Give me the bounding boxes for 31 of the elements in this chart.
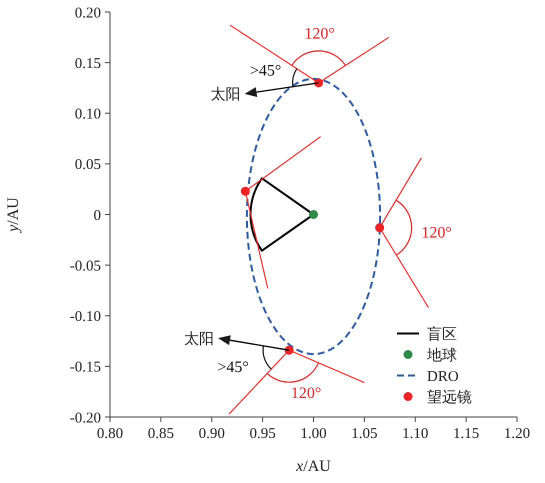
y-tick-label: 0.15 [74, 56, 101, 72]
x-tick-label: 1.00 [300, 426, 327, 442]
x-tick-label: 0.90 [198, 426, 225, 442]
y-tick-label: -0.05 [70, 258, 101, 274]
annotation: >45° [217, 358, 249, 376]
x-tick-label: 0.80 [96, 426, 124, 442]
y-tick-label: 0 [94, 208, 101, 224]
legend-label: DRO [427, 368, 459, 385]
x-tick-label: 1.10 [402, 426, 428, 442]
annotation: 120° [304, 25, 335, 42]
y-axis-title: y/AU [5, 196, 22, 234]
legend-label: 盲区 [427, 326, 457, 343]
y-tick-label: 0.20 [74, 5, 101, 22]
y-tick-label: 0.05 [74, 157, 101, 174]
annotation: >45° [250, 62, 282, 80]
x-tick-label: 1.15 [453, 426, 480, 442]
y-tick-label: -0.15 [70, 360, 101, 376]
annotation: 120° [290, 384, 322, 402]
x-tick-label: 0.85 [148, 426, 174, 442]
x-axis-title: x/AU [295, 458, 332, 475]
y-tick-label: -0.10 [70, 309, 101, 325]
annotation: 太阳 [184, 330, 214, 348]
legend-label: 地球 [426, 346, 457, 364]
annotation: 120° [421, 224, 452, 242]
legend-label: 望远镜 [427, 388, 472, 406]
y-tick-label: -0.20 [70, 410, 101, 426]
x-tick-label: 1.20 [504, 426, 530, 442]
x-tick-label: 1.05 [351, 426, 378, 442]
annotation: 太阳 [210, 86, 241, 104]
y-tick-label: 0.10 [74, 106, 101, 122]
x-tick-label: 0.95 [250, 426, 276, 442]
